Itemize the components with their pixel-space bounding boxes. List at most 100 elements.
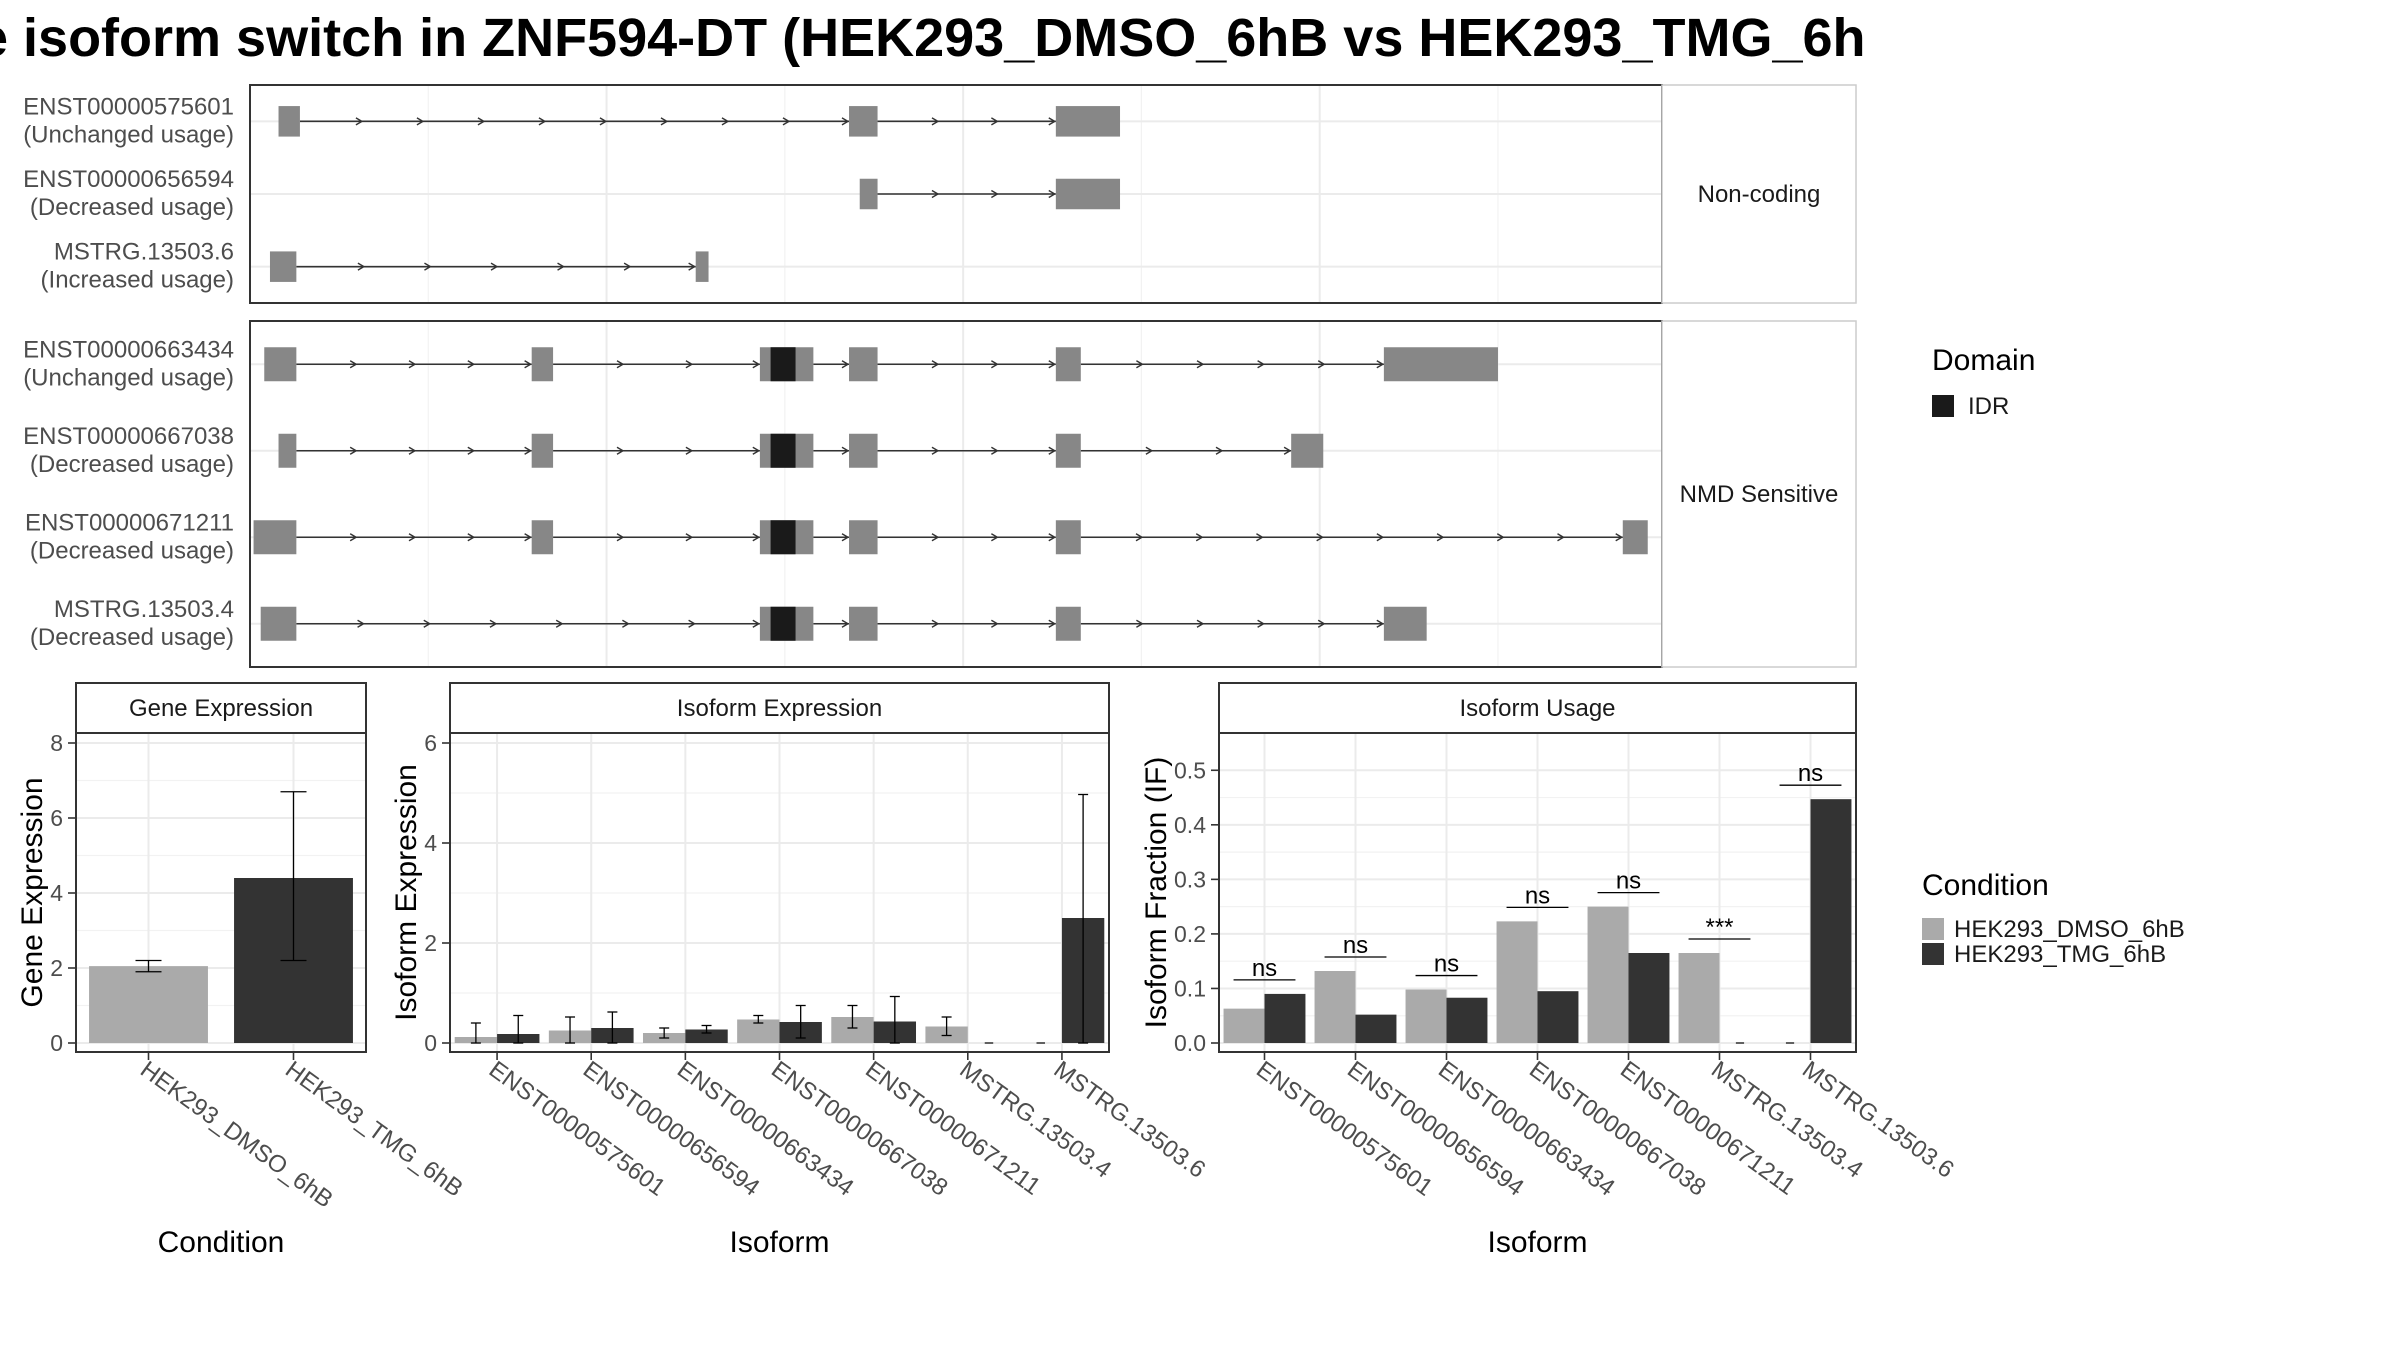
intron-arrow bbox=[782, 117, 791, 126]
intron-arrow bbox=[622, 619, 630, 628]
significance-label: ns bbox=[1525, 882, 1550, 909]
bar bbox=[1405, 989, 1447, 1043]
x-tick-label: MSTRG.13503.4 bbox=[1706, 1056, 1868, 1184]
transcript-id-label: ENST00000667038 bbox=[23, 423, 234, 450]
transcript-id-label: MSTRG.13503.4 bbox=[54, 596, 234, 623]
transcript-track bbox=[260, 606, 1427, 641]
intron-arrow bbox=[752, 360, 761, 369]
bar bbox=[1810, 799, 1852, 1043]
intron-arrow bbox=[477, 117, 486, 126]
exon-block bbox=[1055, 347, 1081, 382]
transcript-id-label: ENST00000663434 bbox=[23, 336, 234, 363]
intron-arrow bbox=[685, 533, 694, 542]
intron-arrow bbox=[1195, 533, 1204, 542]
x-tick-label: ENST00000575601 bbox=[484, 1056, 670, 1202]
y-tick-label: 0.2 bbox=[1174, 921, 1206, 947]
idr-domain-block bbox=[770, 520, 796, 555]
x-tick-label: MSTRG.13503.6 bbox=[1797, 1056, 1959, 1184]
significance-label: ns bbox=[1343, 932, 1368, 959]
intron-arrow bbox=[688, 262, 697, 271]
transcript-usage-label: (Decreased usage) bbox=[30, 537, 234, 564]
intron-arrow bbox=[357, 619, 365, 628]
exon-block bbox=[278, 433, 297, 468]
transcript-track bbox=[269, 251, 709, 282]
exon-block bbox=[1383, 606, 1427, 641]
structure-facet: Non-coding bbox=[249, 84, 1857, 304]
y-axis-label: Isoform Expression bbox=[390, 764, 423, 1021]
panel-strip bbox=[75, 682, 367, 734]
intron-arrow bbox=[991, 533, 999, 542]
intron-arrow bbox=[688, 619, 697, 628]
intron-arrow bbox=[1317, 619, 1326, 628]
intron-arrow bbox=[1136, 619, 1144, 628]
intron-arrow bbox=[752, 446, 761, 455]
exon-block bbox=[531, 520, 554, 555]
x-tick-label: ENST00000667038 bbox=[766, 1056, 952, 1202]
transcript-usage-label: (Decreased usage) bbox=[30, 624, 234, 651]
exon-block bbox=[269, 251, 297, 282]
intron-arrow bbox=[357, 262, 366, 271]
intron-arrow bbox=[623, 262, 632, 271]
intron-arrow bbox=[1048, 189, 1057, 199]
intron-arrow bbox=[1317, 360, 1326, 369]
intron-arrow bbox=[1615, 533, 1624, 542]
intron-arrow bbox=[931, 619, 940, 628]
exon-block bbox=[695, 251, 709, 282]
intron-arrow bbox=[1256, 533, 1264, 542]
exon-block bbox=[849, 106, 878, 137]
intron-arrow bbox=[1136, 360, 1144, 369]
intron-arrow bbox=[349, 533, 358, 542]
significance-label: ns bbox=[1616, 868, 1641, 895]
structure-facet: NMD Sensitive bbox=[249, 320, 1857, 668]
panel-title: Isoform Expression bbox=[677, 695, 882, 722]
y-tick-label: 0.3 bbox=[1174, 866, 1206, 892]
bar bbox=[737, 1019, 780, 1043]
panel-title: Isoform Usage bbox=[1459, 695, 1615, 722]
intron-arrow bbox=[599, 117, 608, 126]
facet-strip-label: Non-coding bbox=[1698, 181, 1821, 208]
y-axis-label: Gene Expression bbox=[16, 777, 49, 1007]
intron-arrow bbox=[931, 446, 940, 455]
intron-arrow bbox=[424, 262, 432, 271]
intron-arrow bbox=[524, 446, 533, 455]
transcript-id-label: MSTRG.13503.6 bbox=[54, 239, 234, 266]
intron-arrow bbox=[555, 619, 564, 628]
intron-arrow bbox=[841, 446, 850, 455]
intron-arrow bbox=[408, 360, 417, 369]
transcript-id-label: ENST00000575601 bbox=[23, 93, 234, 120]
intron-arrow bbox=[1196, 360, 1205, 369]
domain-legend-label-idr: IDR bbox=[1968, 393, 2009, 420]
intron-arrow bbox=[1196, 619, 1205, 628]
significance-label: ns bbox=[1798, 760, 1823, 787]
y-tick-label: 0.5 bbox=[1174, 757, 1206, 783]
intron-arrow bbox=[524, 533, 533, 542]
intron-arrow bbox=[685, 446, 694, 455]
intron-arrow bbox=[349, 360, 358, 369]
intron-arrow bbox=[467, 446, 476, 455]
figure-title: e isoform switch in ZNF594-DT (HEK293_DM… bbox=[0, 8, 1866, 68]
bar bbox=[1537, 991, 1579, 1043]
transcript-track bbox=[278, 106, 1121, 137]
intron-arrow bbox=[1496, 533, 1505, 542]
exon-block bbox=[1291, 433, 1324, 468]
intron-arrow bbox=[660, 117, 669, 126]
condition-legend-key-dmso bbox=[1922, 918, 1944, 940]
intron-arrow bbox=[1048, 117, 1057, 126]
exon-block bbox=[1622, 520, 1648, 555]
intron-arrow bbox=[1376, 533, 1385, 542]
y-tick-label: 2 bbox=[50, 955, 63, 981]
intron-arrow bbox=[841, 117, 850, 126]
intron-arrow bbox=[752, 533, 761, 542]
exon-block bbox=[1055, 433, 1081, 468]
x-axis-label: Condition bbox=[158, 1226, 285, 1259]
exon-block bbox=[859, 178, 878, 210]
transcript-id-label: ENST00000656594 bbox=[23, 166, 234, 193]
exon-block bbox=[531, 347, 554, 382]
bar bbox=[685, 1029, 728, 1043]
intron-arrow bbox=[1145, 446, 1154, 455]
intron-arrow bbox=[841, 360, 850, 369]
condition-legend-label-dmso: HEK293_DMSO_6hB bbox=[1954, 916, 2185, 943]
significance-label: *** bbox=[1705, 914, 1733, 941]
intron-arrow bbox=[1376, 360, 1385, 369]
